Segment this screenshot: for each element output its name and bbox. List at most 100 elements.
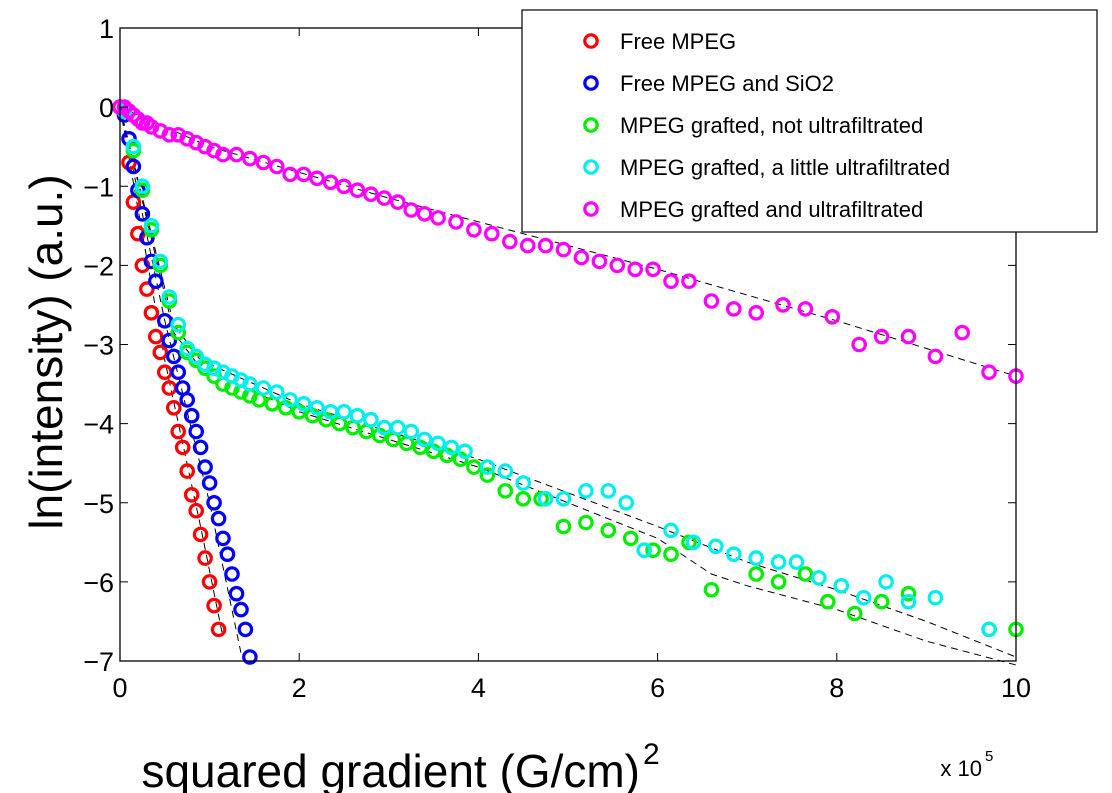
data-point-series-4 — [878, 574, 894, 590]
data-point-series-5 — [627, 261, 643, 278]
data-point-series-3 — [900, 585, 917, 602]
data-point-series-5 — [537, 237, 554, 254]
data-point-series-5 — [466, 222, 482, 238]
y-tick-label: −1 — [83, 172, 114, 202]
data-point-series-5 — [609, 257, 626, 274]
data-point-series-2 — [197, 459, 213, 475]
data-point-series-5 — [954, 324, 970, 341]
data-point-series-4 — [443, 439, 460, 456]
y-axis-label: ln(intensity) (a.u.) — [20, 174, 72, 529]
data-point-series-1 — [170, 423, 186, 440]
data-point-series-4 — [416, 431, 433, 448]
data-point-series-2 — [224, 566, 240, 582]
data-point-series-2 — [201, 475, 218, 491]
data-point-series-2 — [206, 494, 222, 511]
data-point-series-1 — [201, 574, 218, 590]
data-point-series-5 — [703, 293, 720, 309]
data-point-series-4 — [255, 380, 272, 396]
data-point-series-5 — [851, 336, 867, 353]
data-point-series-5 — [322, 174, 339, 191]
data-point-series-5 — [228, 146, 245, 163]
data-point-series-4 — [188, 348, 204, 365]
data-point-series-4 — [636, 542, 652, 558]
data-point-series-3 — [497, 483, 514, 499]
data-point-series-3 — [663, 546, 679, 562]
data-point-series-5 — [775, 297, 791, 313]
data-point-series-1 — [210, 621, 227, 638]
data-point-series-1 — [148, 328, 164, 345]
data-point-series-2 — [228, 585, 245, 602]
y-tick-label: −4 — [83, 410, 114, 440]
data-point-series-5 — [519, 237, 536, 254]
data-point-series-3 — [515, 490, 531, 507]
data-point-series-5 — [900, 328, 917, 345]
data-point-series-4 — [403, 423, 419, 440]
x-axis-multiplier-exponent: 5 — [985, 748, 993, 765]
data-point-series-2 — [170, 364, 186, 380]
data-point-series-5 — [981, 364, 997, 380]
data-point-series-5 — [255, 154, 272, 171]
data-point-series-4 — [363, 411, 379, 428]
data-point-series-5 — [555, 241, 572, 258]
data-point-series-4 — [578, 483, 594, 499]
legend-label-4: MPEG grafted, a little ultrafiltrated — [620, 155, 950, 180]
data-point-series-3 — [819, 593, 836, 610]
data-point-series-4 — [349, 407, 366, 424]
data-point-series-4 — [125, 138, 142, 155]
data-point-series-5 — [389, 194, 406, 210]
data-point-series-4 — [748, 550, 764, 566]
data-point-series-3 — [873, 593, 890, 610]
x-tick-label: 8 — [829, 673, 844, 703]
data-point-series-3 — [622, 530, 639, 547]
data-point-series-4 — [336, 403, 352, 420]
data-point-series-4 — [295, 395, 312, 412]
data-point-series-4 — [788, 554, 805, 570]
data-point-series-4 — [242, 376, 258, 392]
data-point-series-5 — [403, 202, 419, 218]
data-point-series-1 — [188, 502, 204, 519]
data-point-series-3 — [578, 514, 594, 531]
legend-marker-4 — [583, 159, 599, 175]
data-point-series-1 — [161, 380, 178, 396]
legend-marker-3 — [583, 117, 599, 133]
data-point-series-4 — [618, 494, 634, 511]
data-point-series-4 — [497, 463, 514, 479]
data-point-series-5 — [268, 158, 285, 175]
data-point-series-5 — [681, 273, 697, 289]
data-point-series-4 — [833, 577, 850, 594]
data-point-series-2 — [233, 601, 249, 618]
data-point-series-1 — [166, 399, 182, 416]
data-point-series-5 — [416, 206, 433, 222]
data-point-series-5 — [573, 249, 590, 266]
data-point-series-1 — [143, 304, 160, 321]
data-point-series-2 — [166, 348, 182, 365]
data-point-series-1 — [174, 439, 191, 456]
data-point-series-3 — [555, 518, 572, 535]
legend-marker-2 — [583, 75, 599, 91]
data-point-series-2 — [219, 546, 236, 562]
data-point-series-1 — [197, 550, 213, 566]
data-point-series-3 — [170, 324, 186, 341]
y-tick-label: −7 — [83, 647, 114, 677]
data-point-series-5 — [161, 127, 178, 143]
x-axis-label: squared gradient (G/cm) — [141, 745, 640, 793]
data-point-series-5 — [645, 261, 661, 278]
legend-label-3: MPEG grafted, not ultrafiltrated — [620, 113, 923, 138]
data-point-series-1 — [179, 463, 195, 479]
data-point-series-5 — [448, 214, 464, 230]
data-point-series-4 — [855, 589, 872, 606]
data-point-series-4 — [900, 593, 917, 610]
data-point-series-5 — [295, 166, 312, 183]
data-point-series-4 — [811, 570, 827, 586]
legend-marker-1 — [583, 33, 599, 49]
data-point-series-5 — [501, 233, 518, 250]
data-point-series-4 — [663, 522, 679, 539]
data-point-series-2 — [188, 423, 204, 440]
data-point-series-2 — [125, 158, 142, 175]
x-tick-label: 6 — [650, 673, 665, 703]
data-point-series-1 — [192, 526, 209, 543]
data-point-series-5 — [309, 170, 325, 187]
data-point-series-5 — [430, 210, 446, 226]
legend-marker-5 — [583, 201, 599, 217]
